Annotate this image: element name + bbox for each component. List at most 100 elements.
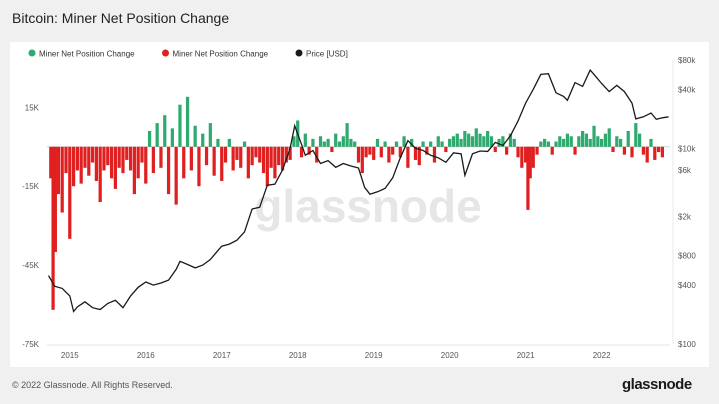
bar-3 [56, 146, 61, 195]
bar-150 [611, 146, 615, 153]
bar-57 [261, 146, 266, 174]
bar-23 [132, 146, 136, 195]
bar-27 [147, 131, 152, 147]
bar-72 [318, 136, 323, 147]
legend-label-1: Miner Net Position Change [173, 50, 269, 59]
bar-55 [254, 146, 258, 158]
bar-154 [626, 131, 630, 147]
bar-159 [645, 146, 649, 163]
x-tick-label: 2016 [137, 351, 155, 360]
bar-137 [562, 138, 566, 147]
bar-54 [250, 146, 254, 166]
x-tick-label: 2015 [61, 351, 79, 360]
bar-149 [607, 128, 611, 147]
bar-25 [140, 146, 144, 163]
bar-143 [584, 133, 589, 147]
bar-26 [144, 146, 148, 184]
bar-2 [53, 146, 57, 252]
bar-91 [391, 146, 395, 155]
y-right-tick-label: $80k [678, 56, 696, 65]
bar-14 [98, 146, 102, 202]
bar-106 [448, 138, 452, 147]
bar-61 [277, 146, 281, 166]
bar-134 [550, 146, 554, 155]
bar-86 [372, 146, 376, 160]
bar-142 [581, 131, 585, 147]
bar-85 [368, 146, 372, 155]
bar-75 [330, 146, 334, 153]
bar-136 [558, 136, 562, 147]
bar-108 [455, 133, 459, 147]
bar-37 [185, 96, 190, 147]
bar-41 [201, 133, 205, 147]
legend-label-0: Miner Net Position Change [39, 50, 135, 59]
bar-38 [189, 146, 193, 171]
bar-65 [292, 136, 296, 147]
chart: glassnode Miner Net Position Change Miner… [22, 49, 696, 360]
bar-146 [596, 136, 600, 147]
bar-7 [71, 146, 76, 187]
legend: Miner Net Position Change Miner Net Posit… [28, 49, 348, 59]
bar-105 [444, 146, 448, 153]
bar-145 [592, 125, 596, 147]
bar-156 [634, 123, 638, 147]
y-left-tick-label: -45K [22, 261, 40, 270]
x-tick-label: 2019 [365, 351, 383, 360]
bar-128 [528, 146, 532, 179]
bar-103 [436, 136, 440, 147]
bar-131 [539, 141, 543, 147]
bar-53 [246, 146, 250, 179]
x-tick-label: 2018 [289, 351, 307, 360]
bar-130 [535, 146, 539, 155]
bar-8 [75, 146, 80, 171]
y-left-tick-label: 15K [25, 103, 40, 112]
bar-43 [208, 123, 212, 147]
bar-113 [474, 128, 478, 147]
bar-70 [311, 138, 315, 147]
bar-42 [204, 146, 209, 166]
bar-29 [155, 123, 159, 147]
bar-129 [531, 146, 535, 168]
bar-63 [284, 146, 288, 163]
bar-96 [410, 138, 414, 147]
bar-21 [125, 146, 129, 160]
bar-81 [353, 141, 357, 147]
legend-marker-2 [295, 49, 303, 57]
bar-69 [307, 146, 311, 155]
bar-102 [432, 146, 437, 163]
bar-10 [83, 146, 87, 168]
bar-115 [482, 136, 486, 147]
bar-100 [425, 146, 429, 155]
bar-46 [220, 146, 224, 181]
bar-36 [182, 146, 186, 179]
page-title: Bitcoin: Miner Net Position Change [12, 10, 230, 26]
bar-163 [660, 146, 665, 158]
bar-28 [151, 146, 155, 174]
bar-13 [94, 146, 98, 181]
bar-140 [573, 146, 577, 155]
bar-101 [429, 141, 433, 147]
bar-5 [64, 146, 68, 174]
bar-77 [337, 141, 342, 147]
bar-40 [197, 146, 201, 187]
bar-110 [463, 131, 467, 147]
bar-33 [170, 128, 174, 147]
bar-109 [459, 138, 463, 147]
bar-64 [288, 146, 292, 160]
bar-9 [79, 146, 83, 184]
bar-17 [109, 146, 114, 179]
x-tick-label: 2020 [441, 351, 459, 360]
bars [49, 96, 665, 310]
bar-73 [322, 141, 326, 147]
bar-31 [163, 115, 167, 147]
bar-62 [280, 146, 285, 171]
bar-74 [326, 138, 330, 147]
legend-label-2: Price [USD] [306, 50, 348, 59]
bar-44 [212, 146, 216, 176]
bar-116 [486, 131, 490, 147]
bar-160 [649, 138, 653, 147]
bar-0 [49, 146, 53, 179]
bar-117 [489, 136, 494, 147]
y-right-tick-label: $40k [678, 85, 696, 94]
x-tick-label: 2022 [593, 351, 611, 360]
